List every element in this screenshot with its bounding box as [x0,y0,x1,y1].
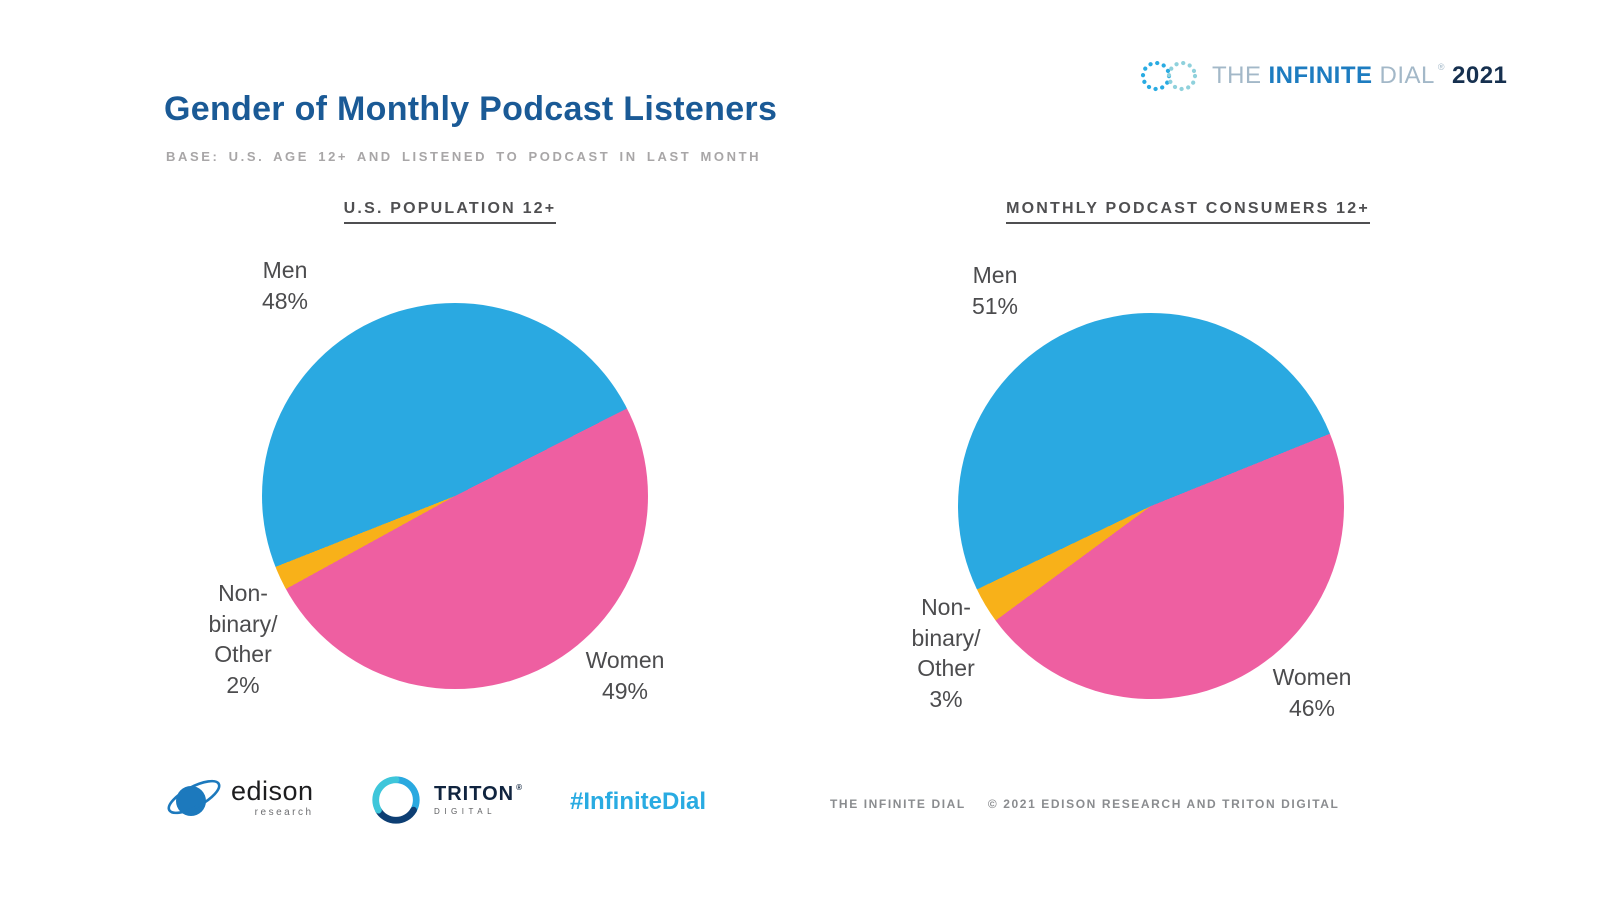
triton-wordmark: TRITON ® DIGITAL [434,783,523,817]
edison-sub: research [254,807,314,818]
hashtag-infinitedial: #InfiniteDial [570,788,707,815]
triton-sub: DIGITAL [434,807,497,816]
edison-wordmark: edison research [231,776,314,819]
pie-chart-podcast-consumers [958,313,1344,699]
infinite-dial-brand: THE INFINITE DIAL ® 2021 [1138,58,1507,94]
slice-label-nonbinary-other: Non- binary/ Other 3% [911,594,981,712]
brand-wordmark: THE INFINITE DIAL ® 2021 [1212,62,1507,90]
chart-podcast-consumers: MONTHLY PODCAST CONSUMERS 12+ Men 51% Wo… [880,196,1520,776]
brand-registered-mark: ® [1437,62,1445,72]
slice-label-men: Men 48% [261,257,309,314]
page-subtitle: BASE: U.S. AGE 12+ AND LISTENED TO PODCA… [166,149,762,164]
chart-us-population: U.S. POPULATION 12+ Men 48% Women 49% No… [150,196,790,776]
slice-label-women: Women 49% [585,647,665,704]
triton-registered-mark: ® [516,783,523,792]
pie-chart-us-population [262,303,648,689]
edison-research-logo: edison research [163,766,314,830]
triton-digital-logo-icon [372,776,420,824]
brand-word-dial: DIAL [1379,62,1435,89]
copyright-notice: © 2021 EDISON RESEARCH AND TRITON DIGITA… [987,797,1340,811]
edison-research-logo-icon [167,779,221,816]
infinity-logo-icon [1140,60,1198,92]
slice-label-nonbinary-other: Non- binary/ Other 2% [208,580,278,698]
triton-digital-logo: TRITON ® DIGITAL [368,772,523,828]
page-title: Gender of Monthly Podcast Listeners [164,90,778,128]
brand-word-infinite: INFINITE [1268,62,1373,89]
chart-title-us-population: U.S. POPULATION 12+ [150,200,750,224]
copyright-brand: THE INFINITE DIAL [830,797,966,811]
slice-label-women: Women 46% [1272,664,1352,721]
triton-name: TRITON ® [434,783,523,805]
edison-name: edison [231,776,314,806]
footer-copyright: THE INFINITE DIAL © 2021 EDISON RESEARCH… [830,797,1339,811]
brand-year: 2021 [1452,62,1508,89]
chart-title-podcast-consumers: MONTHLY PODCAST CONSUMERS 12+ [880,200,1496,224]
slice-label-men: Men 51% [971,262,1019,319]
brand-word-the: THE [1212,62,1262,89]
